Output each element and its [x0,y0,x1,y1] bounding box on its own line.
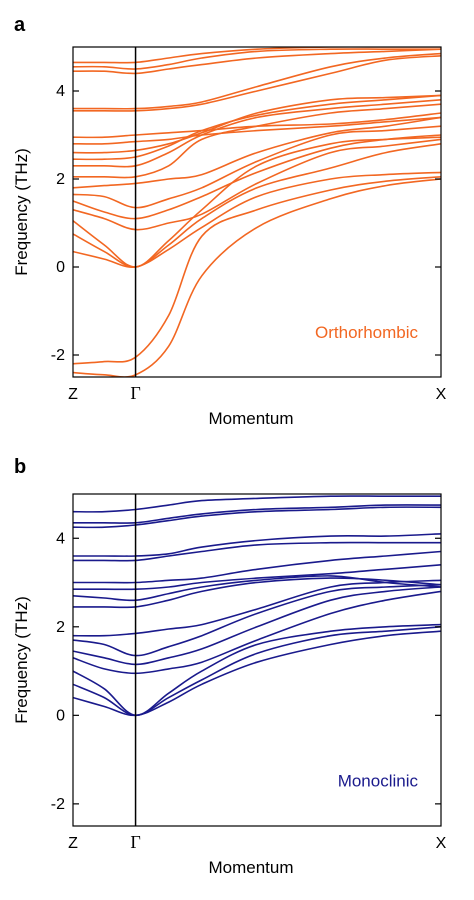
panel-a-band-line [73,103,441,179]
panel-a-band-line [73,125,441,209]
panel-b-band-line [73,577,441,609]
panel-a-ytick-label: 0 [56,259,65,276]
panel-a-plot-frame [72,46,442,378]
panel-a-band-line [73,99,441,168]
panel-a-ytick-label: -2 [51,347,65,364]
panel-a-xtick-label: X [436,386,447,403]
panel-b-band-line [73,564,441,591]
panel-a-band-line [73,178,441,377]
panel-b-band-line [73,506,441,529]
panel-b-x-axis-label: Momentum [208,858,293,877]
panel-a-x-axis-label: Momentum [208,409,293,428]
panel-b-band-line [73,504,441,524]
panel-a-band-line [73,134,441,220]
panel-b-band-line [73,586,441,666]
panel-a-xtick-label: Z [68,386,78,403]
panel-b-y-axis-label: Frequency (THz) [12,596,31,724]
panel-a-band-line [73,55,441,112]
panel-a-band-line [73,47,441,64]
panel-a-band-line [73,136,441,268]
panel-a-band-line [73,171,441,269]
panel-b-band-line [73,541,441,562]
panel-a-band-line [73,48,441,70]
panel-b-xtick-label: Γ [130,832,140,852]
panel-a-band-line [73,143,441,268]
panel-a-band-line [73,116,441,145]
panel-b-ytick-label: 4 [56,530,65,547]
panel-a-annotation: Orthorhombic [315,323,418,342]
panel-b-band-line [73,533,441,557]
panel-b-bands [73,495,441,717]
panel-a-band-line [73,48,441,75]
panel-a-band-line [73,52,441,110]
panel-a-band-line [73,138,441,231]
panel-b-letter: b [14,456,27,478]
panel-b-xtick-label: Z [68,835,78,852]
panel-b-band-line [73,583,441,657]
panel-b-ytick-label: 0 [56,707,65,724]
panel-a-ytick-label: 2 [56,171,65,188]
panel-a-band-line [73,176,441,365]
panel-a-y-axis-label: Frequency (THz) [12,148,31,276]
panel-b-ytick-label: 2 [56,619,65,636]
panel-b-band-line [73,550,441,584]
panel-b-band-line [73,495,441,513]
panel-a-band-line [73,112,441,139]
panel-b-band-line [73,626,441,717]
panel-b-band-line [73,623,441,717]
panel-b-plot-frame [72,493,442,827]
panel-b-annotation: Monoclinic [338,772,419,791]
panel-b-band-line [73,590,441,675]
panel-b-band-line [73,575,441,602]
panel-b-band-line [73,630,441,717]
panel-a-xtick-label: Γ [130,383,140,403]
panel-a-letter: a [14,14,26,36]
panel-a-ytick-label: 4 [56,83,65,100]
panel-b-band-line [73,579,441,637]
panel-b-xtick-label: X [436,835,447,852]
panel-a-band-line [73,116,441,189]
panel-a-bands [73,47,441,377]
panel-a-band-line [73,94,441,154]
panel-b-ytick-label: -2 [51,796,65,813]
